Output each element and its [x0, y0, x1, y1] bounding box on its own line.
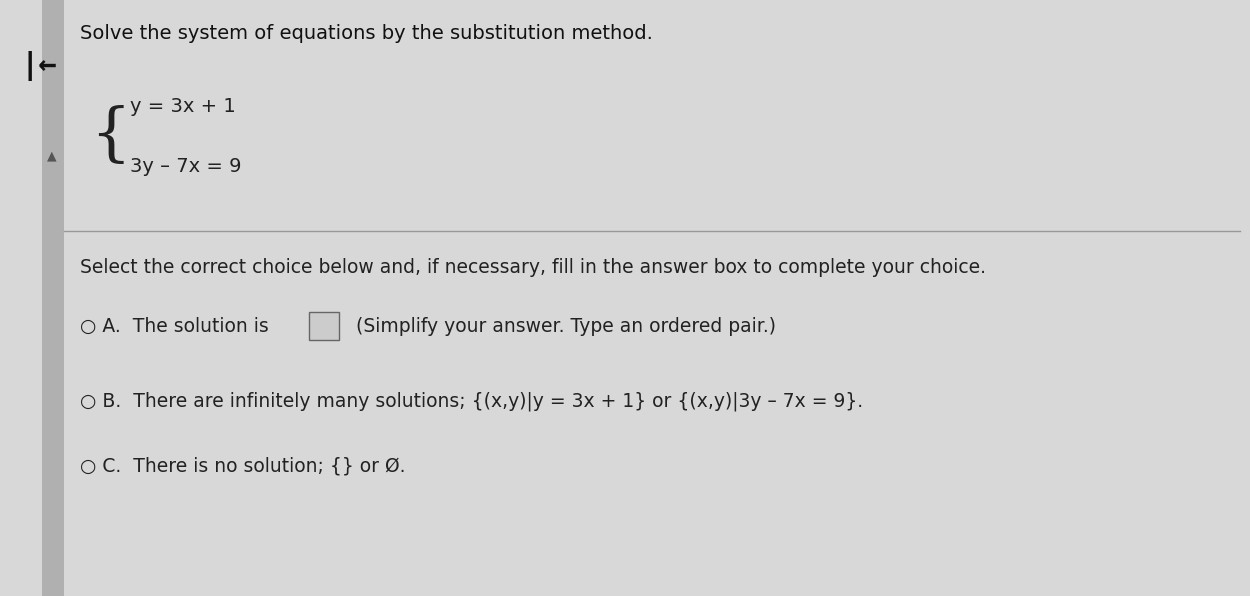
- Text: ○ C.  There is no solution; {} or Ø.: ○ C. There is no solution; {} or Ø.: [80, 457, 405, 476]
- Text: |←: |←: [20, 51, 56, 81]
- Text: ○ A.  The solution is: ○ A. The solution is: [80, 316, 269, 336]
- Text: 3y – 7x = 9: 3y – 7x = 9: [130, 157, 241, 175]
- Text: ○ B.  There are infinitely many solutions; {(x,y)|y = 3x + 1} or {(x,y)|3y – 7x : ○ B. There are infinitely many solutions…: [80, 391, 862, 411]
- Text: ▲: ▲: [48, 150, 56, 163]
- FancyBboxPatch shape: [309, 312, 339, 340]
- Text: (Simplify your answer. Type an ordered pair.): (Simplify your answer. Type an ordered p…: [344, 316, 776, 336]
- Text: y = 3x + 1: y = 3x + 1: [130, 97, 236, 116]
- Bar: [42, 0, 64, 596]
- Text: Solve the system of equations by the substitution method.: Solve the system of equations by the sub…: [80, 24, 652, 43]
- Text: Select the correct choice below and, if necessary, fill in the answer box to com: Select the correct choice below and, if …: [80, 258, 986, 277]
- Text: {: {: [90, 105, 130, 166]
